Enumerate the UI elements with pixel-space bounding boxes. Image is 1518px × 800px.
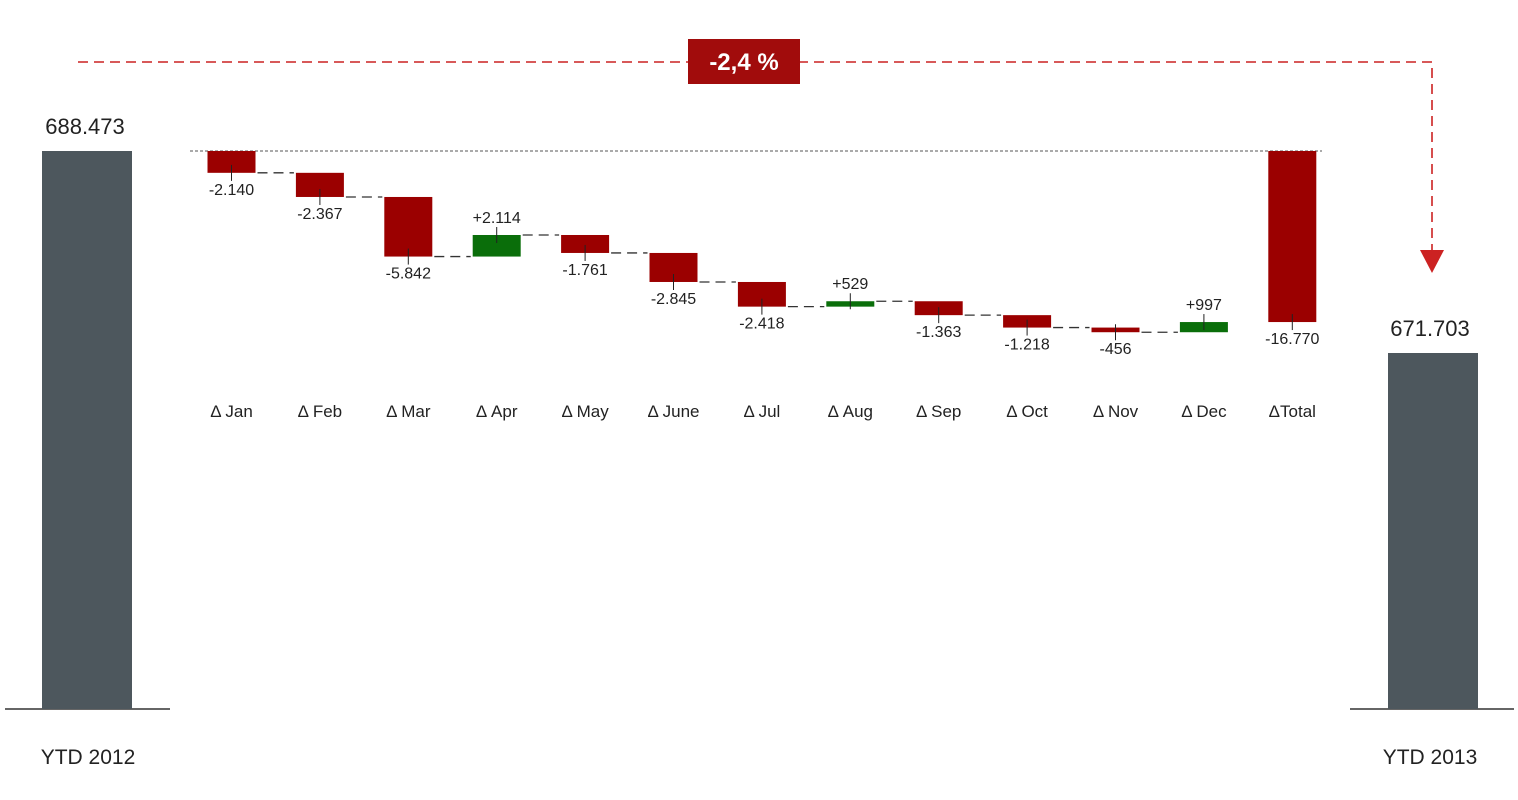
value-label-jul: -2.418 bbox=[739, 316, 784, 333]
value-label-total: -16.770 bbox=[1265, 331, 1319, 348]
bar-apr bbox=[472, 234, 521, 257]
comparison-arrow bbox=[78, 61, 1444, 273]
value-label-may: -1.761 bbox=[562, 262, 607, 279]
total-bar-ytd-2013 bbox=[1388, 353, 1478, 709]
change-badge-text: -2,4 % bbox=[709, 49, 778, 76]
category-label-feb: Δ Feb bbox=[298, 402, 342, 421]
bar-may bbox=[561, 234, 610, 253]
total-label-ytd-2013: YTD 2013 bbox=[1383, 746, 1478, 769]
total-bar-ytd-2012 bbox=[42, 151, 132, 709]
value-label-sep: -1.363 bbox=[916, 324, 961, 341]
arrow-down-icon bbox=[1420, 250, 1444, 273]
bar-jan bbox=[207, 151, 256, 173]
category-label-apr: Δ Apr bbox=[476, 402, 518, 421]
category-label-total: ΔTotal bbox=[1269, 402, 1316, 421]
category-label-sep: Δ Sep bbox=[916, 402, 961, 421]
value-label-apr: +2.114 bbox=[473, 210, 521, 227]
value-label-dec: +997 bbox=[1186, 297, 1222, 314]
category-label-aug: Δ Aug bbox=[828, 402, 873, 421]
value-label-oct: -1.218 bbox=[1004, 337, 1049, 354]
value-label-nov: -456 bbox=[1099, 341, 1131, 358]
category-label-jul: Δ Jul bbox=[743, 402, 780, 421]
category-label-june: Δ June bbox=[647, 402, 699, 421]
value-label-feb: -2.367 bbox=[297, 206, 342, 223]
category-label-jan: Δ Jan bbox=[210, 402, 253, 421]
category-label-dec: Δ Dec bbox=[1181, 402, 1227, 421]
change-badge-box bbox=[688, 39, 800, 84]
total-value-ytd-2012: 688.473 bbox=[45, 114, 125, 139]
category-label-nov: Δ Nov bbox=[1093, 402, 1139, 421]
waterfall-steps: -2.140 Δ Jan -2.367 Δ Feb -5.842 Δ Mar +2.114 Δ… bbox=[207, 151, 1320, 421]
total-label-ytd-2012: YTD 2012 bbox=[41, 746, 136, 769]
value-label-june: -2.845 bbox=[651, 291, 696, 308]
category-label-may: Δ May bbox=[561, 402, 609, 421]
value-label-mar: -5.842 bbox=[386, 266, 431, 283]
total-value-ytd-2013: 671.703 bbox=[1390, 316, 1470, 341]
comparison-arrow-line bbox=[78, 61, 1433, 250]
bar-total bbox=[1268, 151, 1317, 323]
change-badge: -2,4 % bbox=[688, 39, 800, 84]
category-label-oct: Δ Oct bbox=[1006, 402, 1048, 421]
value-label-jan: -2.140 bbox=[209, 182, 254, 199]
category-label-mar: Δ Mar bbox=[386, 402, 431, 421]
bar-mar bbox=[384, 196, 433, 257]
value-label-aug: +529 bbox=[832, 276, 868, 293]
